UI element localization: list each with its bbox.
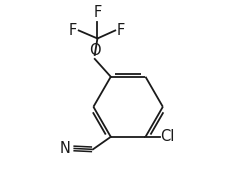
Text: N: N bbox=[60, 141, 70, 156]
Text: Cl: Cl bbox=[160, 129, 174, 144]
Text: F: F bbox=[68, 23, 77, 38]
Text: F: F bbox=[93, 5, 101, 20]
Text: O: O bbox=[89, 43, 100, 58]
Text: F: F bbox=[117, 23, 125, 38]
